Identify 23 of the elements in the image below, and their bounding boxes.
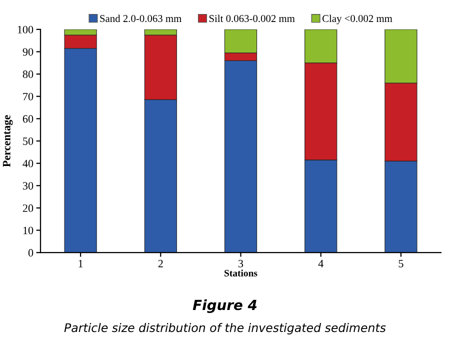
y-tick-label: 80 <box>22 70 34 78</box>
y-tick-label: 30 <box>22 182 34 190</box>
caption: Figure 4 <box>192 299 257 313</box>
x-tick-label: 2 <box>158 260 163 268</box>
y-tick-label: 10 <box>23 226 34 234</box>
y-tick-label: 20 <box>22 204 34 212</box>
legend-label: Sand 2.0-0.063 mm <box>100 14 182 22</box>
y-tick-label: 90 <box>22 48 34 56</box>
y-axis-title: Percentage <box>2 115 13 167</box>
y-tick-label: 40 <box>22 160 34 168</box>
legend-label: Silt 0.063-0.002 mm <box>209 14 295 22</box>
x-tick-label: 5 <box>398 260 404 268</box>
y-tick-label: 70 <box>23 92 34 100</box>
x-axis-title: Stations <box>224 270 258 276</box>
legend-label: Clay <0.002 mm <box>322 14 392 24</box>
y-tick-label: 60 <box>22 115 34 123</box>
x-tick-label: 1 <box>78 260 83 268</box>
y-tick-label: 0 <box>28 249 34 257</box>
x-tick-label: 4 <box>318 260 324 268</box>
y-tick-label: 100 <box>18 26 34 34</box>
text: Particle size distribution of the investigated sediments <box>64 322 386 334</box>
x-tick-label: 3 <box>238 260 244 268</box>
y-tick-label: 50 <box>23 137 34 145</box>
